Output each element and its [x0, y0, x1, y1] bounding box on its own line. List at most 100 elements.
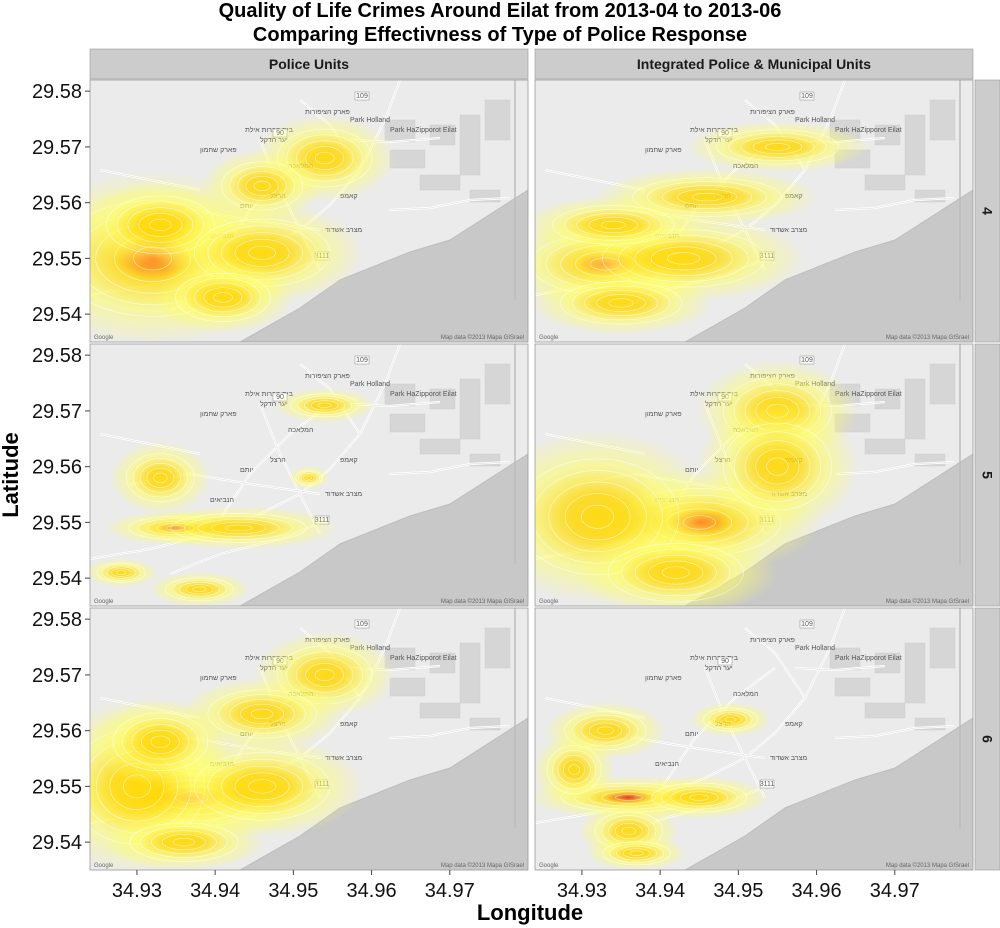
- density-contour: [141, 729, 180, 754]
- density-contour: [621, 549, 731, 597]
- density-hotspot: [535, 271, 713, 335]
- density-contour: [546, 745, 602, 795]
- density-contour: [689, 794, 710, 801]
- density-contour: [303, 474, 315, 482]
- density-hotspot: [136, 506, 341, 550]
- map-block: [419, 174, 461, 191]
- column-strip-label: Integrated Police & Municipal Units: [637, 56, 871, 72]
- map-block: [429, 652, 456, 674]
- density-contour: [629, 850, 644, 856]
- column-strip: [534, 48, 974, 80]
- map-place-label: פארק שחמון: [645, 411, 682, 418]
- map-sea: [240, 190, 528, 342]
- density-contour: [572, 714, 639, 747]
- density-contour: [733, 431, 822, 502]
- map-place-label: פארק שחמון: [200, 675, 237, 682]
- panel-border: [89, 607, 529, 871]
- y-tick-label: 29.58: [32, 609, 82, 631]
- density-hotspot: [90, 558, 158, 588]
- density-contour: [703, 707, 758, 732]
- density-contour: [651, 782, 747, 813]
- density-contour: [679, 791, 719, 804]
- y-tick-label: 29.55: [32, 248, 82, 270]
- road-shield: [799, 91, 815, 101]
- density-hotspot: [535, 733, 615, 806]
- map-block: [459, 378, 481, 440]
- map-block: [459, 114, 481, 176]
- density-contour: [581, 504, 615, 529]
- map-place-label: קאמפ: [340, 457, 358, 464]
- density-contour: [106, 566, 137, 579]
- y-tick-label: 29.55: [32, 776, 82, 798]
- density-hotspot: [109, 441, 212, 515]
- y-tick-label: 29.54: [32, 832, 82, 854]
- density-contour: [596, 294, 646, 312]
- road-shield-label: 3111: [760, 781, 775, 788]
- panel-border: [534, 343, 974, 607]
- x-tick-label: 34.95: [713, 880, 763, 902]
- density-hotspot: [574, 529, 778, 606]
- map-credit: Map data ©2013 Mapa GISrael: [886, 334, 969, 341]
- map-place-label: מצרב אשדוד: [325, 491, 362, 498]
- density-contour: [662, 185, 753, 209]
- density-contour: [602, 841, 671, 866]
- map-block: [429, 388, 456, 410]
- map-place-label: Park Holland: [350, 381, 390, 388]
- map-place-label: Park Holland: [795, 117, 835, 124]
- density-contour: [161, 834, 206, 851]
- map-logo: Google: [539, 863, 559, 869]
- panel-border: [89, 79, 529, 343]
- density-contour: [170, 513, 307, 543]
- density-contour: [207, 689, 317, 739]
- map-place-label: Park HaZipporot Eilat: [390, 127, 457, 134]
- density-contour: [691, 192, 723, 202]
- map-block: [389, 677, 426, 697]
- map-block: [459, 642, 481, 704]
- density-contour: [667, 252, 701, 265]
- column-strip: [89, 48, 529, 80]
- density-contour: [112, 712, 209, 772]
- map-place-label: Park HaZipporot Eilat: [390, 391, 457, 398]
- map-place-label: Park HaZipporot Eilat: [390, 655, 457, 662]
- density-contour: [314, 668, 335, 681]
- density-contour: [568, 764, 580, 775]
- density-contour: [229, 699, 295, 729]
- strips-layer: Police Units Integrated Police & Municipa…: [89, 48, 1000, 871]
- road-shield: [717, 656, 733, 666]
- density-hotspot: [685, 120, 869, 173]
- density-contour: [300, 472, 318, 483]
- density-contour: [744, 440, 811, 494]
- density-contour: [310, 400, 339, 411]
- map-shoreline: [239, 453, 528, 606]
- axes-layer: 29.54 29.55 29.56 29.57 29.58 29.54 29.55 29.56…: [32, 81, 920, 902]
- density-contour: [153, 472, 168, 483]
- density-contour: [722, 422, 832, 511]
- map-block: [484, 99, 511, 141]
- y-axis-title: Latitude: [0, 432, 23, 518]
- density-contour: [580, 718, 631, 743]
- density-contour: [229, 166, 295, 206]
- density-contour: [211, 521, 267, 535]
- density-contour: [305, 146, 344, 170]
- density-contour: [197, 518, 280, 537]
- map-block: [874, 388, 901, 410]
- map-place-label: בית קברות אילת: [690, 654, 738, 662]
- density-contour: [584, 289, 658, 317]
- density-contour: [557, 754, 591, 785]
- x-tick-label: 34.93: [112, 880, 162, 902]
- map-road-edge: [834, 197, 956, 211]
- row-strip: [974, 343, 1000, 607]
- map-place-label: קאמפ: [340, 721, 358, 728]
- map-block: [484, 627, 511, 669]
- row-strip-label: 6: [980, 735, 996, 743]
- density-contour: [297, 471, 321, 485]
- density-contour: [295, 469, 323, 486]
- density-hotspot: [288, 466, 330, 490]
